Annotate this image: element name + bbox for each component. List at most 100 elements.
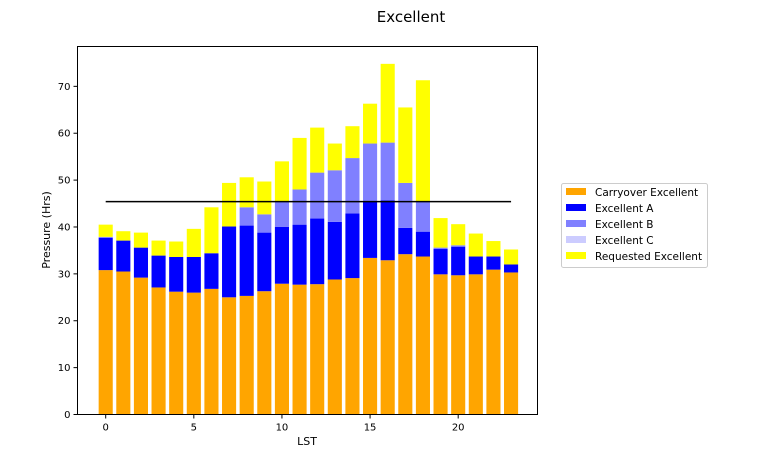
legend-label: Excellent C [595, 235, 654, 247]
bar-requested-excellent-18 [415, 80, 430, 202]
bar-excellent-b-0 [98, 236, 113, 238]
bar-requested-excellent-7 [222, 182, 237, 227]
bar-carryover-excellent-8 [239, 295, 254, 415]
bar-requested-excellent-2 [133, 232, 148, 248]
y-tick-label: 50 [58, 176, 71, 187]
bar-requested-excellent-14 [345, 126, 360, 159]
legend-swatch [566, 236, 586, 243]
bar-excellent-a-20 [451, 246, 466, 276]
bar-excellent-b-8 [239, 207, 254, 226]
bar-excellent-a-15 [363, 201, 378, 258]
bar-excellent-a-16 [380, 200, 395, 261]
legend-label: Requested Excellent [595, 251, 702, 263]
bar-carryover-excellent-18 [415, 256, 430, 415]
bar-excellent-a-17 [398, 227, 413, 255]
legend-label: Carryover Excellent [595, 187, 698, 199]
bar-carryover-excellent-22 [486, 269, 501, 415]
bar-requested-excellent-4 [169, 241, 184, 257]
legend-label: Excellent B [595, 219, 654, 231]
x-tick-label: 5 [191, 423, 197, 434]
bar-requested-excellent-5 [186, 228, 201, 257]
axes-frame [77, 46, 538, 415]
y-tick-label: 30 [58, 269, 71, 280]
y-tick-label: 0 [64, 410, 70, 421]
bar-excellent-b-15 [363, 143, 378, 202]
bar-carryover-excellent-9 [257, 291, 272, 415]
bar-requested-excellent-11 [292, 137, 307, 190]
bar-excellent-a-7 [222, 226, 237, 298]
legend-label: Excellent A [595, 203, 654, 215]
bar-requested-excellent-12 [310, 127, 325, 173]
bar-excellent-a-11 [292, 224, 307, 285]
bar-excellent-b-19 [433, 247, 448, 250]
bar-excellent-a-12 [310, 218, 325, 285]
y-axis-label: Pressure (Hrs) [40, 191, 53, 269]
bar-requested-excellent-19 [433, 218, 448, 248]
bar-requested-excellent-17 [398, 107, 413, 183]
bar-requested-excellent-16 [380, 63, 395, 143]
bar-excellent-a-6 [204, 253, 219, 289]
bar-excellent-a-4 [169, 256, 184, 292]
bar-excellent-b-17 [398, 182, 413, 228]
bar-excellent-a-14 [345, 213, 360, 279]
bar-excellent-a-19 [433, 249, 448, 275]
bar-carryover-excellent-19 [433, 274, 448, 415]
bar-carryover-excellent-1 [116, 271, 131, 415]
y-tick-label: 10 [58, 363, 71, 374]
bar-excellent-b-20 [451, 245, 466, 247]
x-tick-label: 10 [276, 423, 289, 434]
bar-excellent-b-13 [327, 170, 342, 222]
bar-requested-excellent-1 [116, 231, 131, 241]
bar-requested-excellent-3 [151, 240, 166, 256]
bar-carryover-excellent-12 [310, 284, 325, 415]
bar-excellent-a-23 [504, 264, 519, 273]
bar-excellent-b-11 [292, 189, 307, 225]
bar-carryover-excellent-13 [327, 279, 342, 415]
x-tick-label: 0 [103, 423, 109, 434]
bar-carryover-excellent-20 [451, 275, 466, 415]
bar-excellent-a-13 [327, 221, 342, 280]
bar-excellent-a-10 [274, 226, 289, 284]
bar-carryover-excellent-16 [380, 260, 395, 415]
bar-requested-excellent-22 [486, 241, 501, 257]
legend-swatch [566, 204, 586, 211]
bar-excellent-a-3 [151, 255, 166, 288]
bar-carryover-excellent-17 [398, 254, 413, 415]
bar-excellent-a-5 [186, 256, 201, 293]
y-tick-label: 60 [58, 129, 71, 140]
y-tick-label: 40 [58, 222, 71, 233]
bar-requested-excellent-20 [451, 224, 466, 246]
bar-requested-excellent-23 [504, 249, 519, 265]
y-tick-label: 20 [58, 316, 71, 327]
bar-requested-excellent-6 [204, 207, 219, 254]
bar-requested-excellent-0 [98, 224, 113, 237]
bar-carryover-excellent-5 [186, 292, 201, 415]
y-axis-ticks: 0 10 20 30 40 50 60 70 [58, 82, 78, 421]
bar-excellent-a-22 [486, 256, 501, 270]
bar-excellent-b-16 [380, 142, 395, 201]
x-axis-label: LST [297, 435, 317, 448]
bar-carryover-excellent-11 [292, 284, 307, 415]
x-tick-label: 20 [452, 423, 465, 434]
bar-carryover-excellent-6 [204, 288, 219, 415]
bar-excellent-b-18 [415, 201, 430, 232]
y-tick-label: 70 [58, 82, 71, 93]
bar-excellent-b-14 [345, 158, 360, 214]
x-axis-ticks: 0 5 10 15 20 [103, 414, 465, 434]
bar-excellent-b-9 [257, 214, 272, 233]
bar-requested-excellent-13 [327, 143, 342, 171]
bar-excellent-a-1 [116, 240, 131, 272]
bars-group [98, 63, 519, 415]
bar-carryover-excellent-4 [169, 291, 184, 415]
bar-carryover-excellent-10 [274, 283, 289, 415]
bar-excellent-a-0 [98, 237, 113, 271]
chart-title: Excellent [377, 8, 446, 26]
legend-swatch [566, 252, 586, 259]
bar-excellent-a-2 [133, 247, 148, 278]
bar-carryover-excellent-2 [133, 277, 148, 415]
bar-requested-excellent-21 [468, 233, 483, 257]
legend-box [561, 183, 708, 268]
bar-carryover-excellent-0 [98, 270, 113, 415]
legend-swatch [566, 188, 586, 195]
